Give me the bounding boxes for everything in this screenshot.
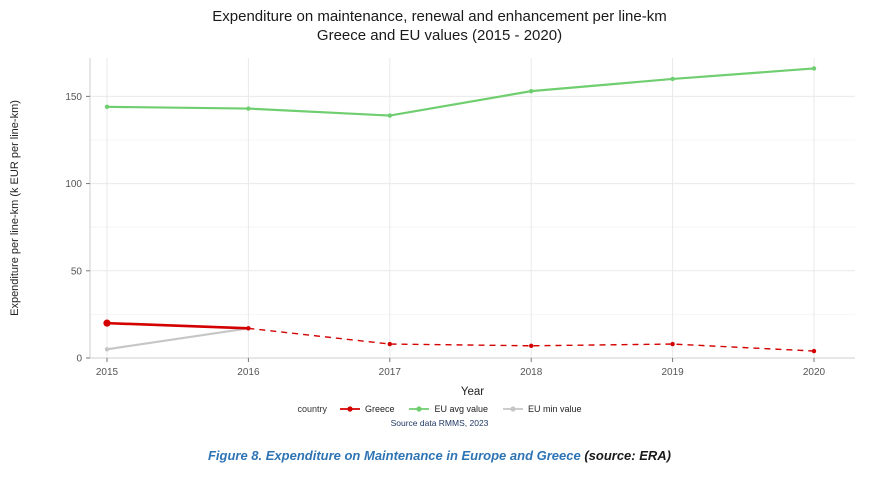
legend-item-eu-avg-value: EU avg value <box>408 404 488 414</box>
figure-caption-main: Figure 8. Expenditure on Maintenance in … <box>207 447 585 463</box>
svg-text:2016: 2016 <box>237 367 260 378</box>
legend-title: country <box>297 403 327 414</box>
svg-text:Year: Year <box>461 386 484 398</box>
svg-text:2015: 2015 <box>96 367 119 378</box>
legend-items: Greece EU avg value EU min value <box>339 404 582 414</box>
legend-item-greece: Greece <box>339 403 395 414</box>
source-note: Source data RMMS, 2023 <box>390 417 489 428</box>
figure-caption-source: (source: ERA) <box>584 447 672 463</box>
legend-key-icon <box>339 405 360 412</box>
chart-title-line1: Expenditure on maintenance, renewal and … <box>212 8 667 25</box>
legend-item-label: EU min value <box>528 403 582 414</box>
legend-key-icon <box>409 405 430 412</box>
svg-text:2020: 2020 <box>803 367 826 378</box>
chart-title: Expenditure on maintenance, renewal and … <box>0 0 879 46</box>
chart-legend: country Greece EU avg value EU min value <box>0 404 879 414</box>
svg-text:0: 0 <box>76 353 82 364</box>
chart-svg: 0 50 100 150 2015 2016 2017 2018 2019 2020 Year Exp… <box>9 57 855 398</box>
legend-item-label: Greece <box>364 403 395 414</box>
svg-text:2018: 2018 <box>520 367 543 378</box>
legend-item-label: EU avg value <box>434 403 489 414</box>
svg-text:100: 100 <box>65 179 82 190</box>
legend-key-icon <box>503 405 524 412</box>
chart-title-line2: Greece and EU values (2015 - 2020) <box>316 26 563 44</box>
svg-text:2019: 2019 <box>661 367 684 378</box>
svg-text:Expenditure per line-km (k EUR: Expenditure per line-km (k EUR per line-… <box>9 100 21 316</box>
legend-item-eu-min-value: EU min value <box>502 404 582 414</box>
svg-text:150: 150 <box>65 91 82 102</box>
figure-caption: Figure 8. Expenditure on Maintenance in … <box>0 448 879 463</box>
svg-text:50: 50 <box>71 266 83 277</box>
svg-text:2017: 2017 <box>379 367 402 378</box>
